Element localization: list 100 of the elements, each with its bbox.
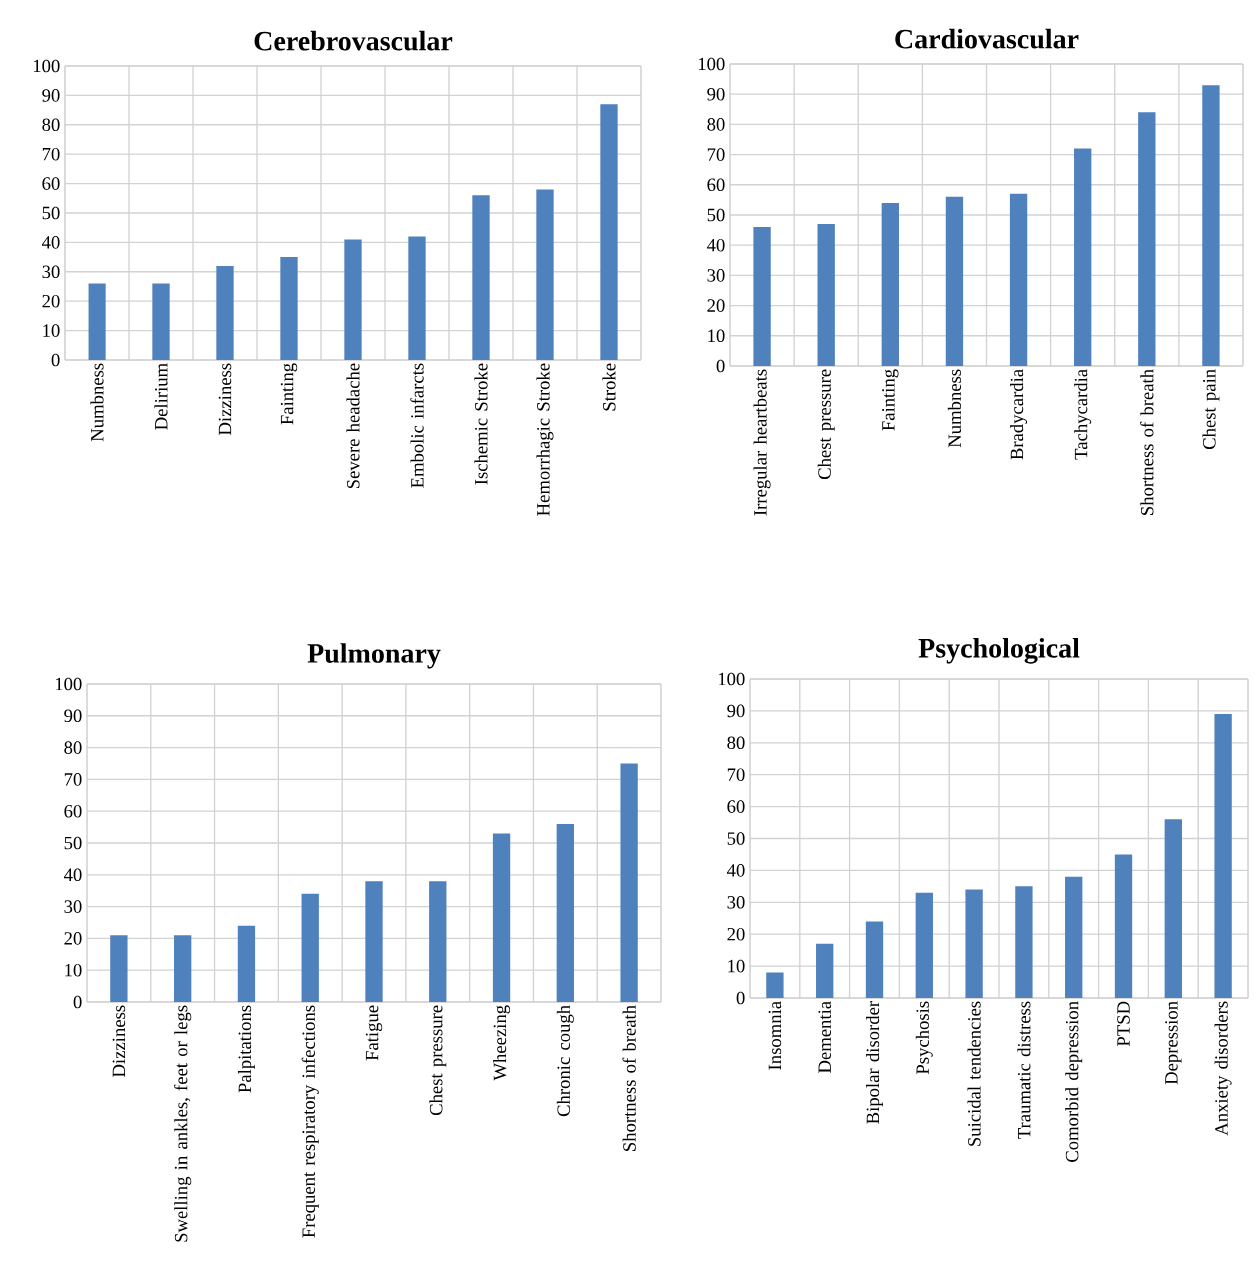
bar — [915, 892, 933, 998]
x-tick-label: Bradycardia — [1010, 369, 1028, 460]
y-tick-label: 70 — [707, 148, 725, 161]
y-tick-label: 70 — [42, 147, 60, 161]
y-tick-label: 70 — [64, 773, 82, 786]
y-tick-label: 0 — [716, 359, 725, 373]
x-tick-label: Ischemic Stroke — [474, 363, 488, 485]
bar — [536, 189, 554, 360]
bar — [301, 893, 319, 1002]
y-tick-label: 20 — [64, 932, 82, 945]
y-tick-label: 40 — [41, 236, 60, 249]
y-tick-label: 30 — [64, 900, 82, 913]
bar — [492, 833, 511, 1002]
bar — [216, 265, 234, 360]
chart-title: Cardiovascular — [895, 28, 1079, 49]
bar — [429, 881, 447, 1002]
x-tick-label: Dizziness — [218, 363, 232, 435]
x-tick-label: Chronic cough — [556, 1005, 574, 1117]
x-tick-label: Wheezing — [493, 1005, 511, 1081]
y-tick-label: 50 — [64, 836, 82, 850]
y-tick-label: 30 — [42, 265, 60, 279]
x-tick-label: Depression — [1165, 1001, 1182, 1085]
bar — [600, 104, 618, 360]
x-tick-label: Dementia — [818, 1001, 831, 1073]
x-tick-label: Swelling in ankles, feet or legs — [174, 1005, 192, 1242]
x-tick-label: Severe headache — [346, 363, 360, 489]
y-tick-label: 20 — [707, 299, 725, 312]
y-tick-label: 30 — [727, 895, 745, 909]
x-tick-label: Insomnia — [768, 1001, 782, 1070]
x-tick-label: Numbness — [90, 363, 104, 442]
y-tick-label: 80 — [42, 118, 60, 132]
x-tick-label: Shortness of breath — [622, 1005, 636, 1151]
x-tick-label: PTSD — [1117, 1001, 1130, 1047]
y-tick-label: 40 — [706, 238, 725, 252]
y-tick-label: 60 — [707, 178, 725, 192]
bar — [1065, 876, 1083, 998]
y-tick-label: 90 — [727, 704, 745, 718]
x-tick-label: Shortness of breath — [1140, 369, 1154, 515]
x-tick-label: Psychosis — [915, 1001, 933, 1075]
x-tick-label: Dizziness — [112, 1005, 126, 1077]
bar — [865, 921, 884, 998]
y-tick-label: 30 — [707, 269, 725, 282]
chart-title: Psychological — [918, 638, 1080, 664]
y-tick-label: 10 — [43, 324, 60, 337]
x-tick-label: Fainting — [882, 369, 899, 431]
y-tick-label: 10 — [65, 963, 82, 977]
bar — [965, 889, 983, 998]
x-tick-label: Frequent respiratory infections — [301, 1005, 319, 1238]
bar — [280, 257, 298, 360]
bar — [816, 943, 834, 998]
bar — [1164, 819, 1182, 998]
x-tick-label: Numbness — [947, 369, 962, 448]
y-tick-label: 10 — [708, 329, 725, 343]
x-tick-label: Irregular heartbeats — [753, 369, 771, 516]
y-tick-label: 90 — [707, 87, 725, 101]
y-tick-label: 80 — [707, 118, 725, 131]
y-tick-label: 100 — [698, 57, 725, 71]
bar — [753, 227, 771, 366]
x-tick-label: Delirium — [154, 363, 168, 430]
bar — [237, 925, 256, 1002]
bar — [1138, 112, 1156, 366]
y-tick-label: 10 — [728, 959, 745, 973]
x-tick-label: Palpitations — [237, 1005, 255, 1093]
bar — [174, 935, 192, 1002]
y-tick-label: 60 — [727, 800, 745, 813]
x-tick-label: Chest pressure — [817, 369, 835, 480]
x-tick-label: Anxiety disorders — [1214, 1001, 1232, 1136]
bar — [472, 195, 490, 360]
x-tick-label: Bipolar disorder — [866, 1001, 883, 1124]
y-tick-label: 50 — [707, 208, 725, 222]
x-tick-label: Suicidal tendencies — [967, 1001, 981, 1146]
y-tick-label: 0 — [51, 353, 60, 367]
bar — [1074, 148, 1092, 366]
bar — [766, 972, 784, 998]
bar — [817, 224, 835, 366]
bar — [110, 935, 128, 1002]
bar — [1202, 85, 1220, 366]
bar — [556, 823, 575, 1002]
y-tick-label: 20 — [727, 927, 745, 941]
y-tick-label: 40 — [726, 864, 745, 877]
x-tick-label: Chest pressure — [429, 1005, 447, 1116]
bar — [1009, 193, 1028, 366]
x-tick-label: Stroke — [602, 363, 616, 411]
x-tick-label: Comorbid depression — [1065, 1001, 1083, 1162]
bar — [881, 202, 899, 366]
x-tick-label: Tachycardia — [1074, 369, 1092, 460]
y-tick-label: 40 — [63, 868, 82, 882]
bar — [1015, 886, 1033, 998]
chart-title: Pulmonary — [307, 643, 441, 669]
y-tick-label: 50 — [727, 832, 745, 845]
x-tick-label: Fainting — [280, 363, 298, 425]
chart-title: Cerebrovascular — [254, 30, 453, 51]
x-tick-label: Embolic infarcts — [410, 363, 424, 488]
y-tick-label: 70 — [727, 768, 745, 781]
y-tick-label: 80 — [727, 736, 745, 750]
x-tick-label: Hemorrhagic Stroke — [536, 363, 554, 516]
x-tick-label: Chest pain — [1202, 369, 1220, 450]
bar — [152, 283, 170, 360]
y-tick-label: 80 — [64, 741, 82, 754]
bar — [1114, 854, 1133, 998]
